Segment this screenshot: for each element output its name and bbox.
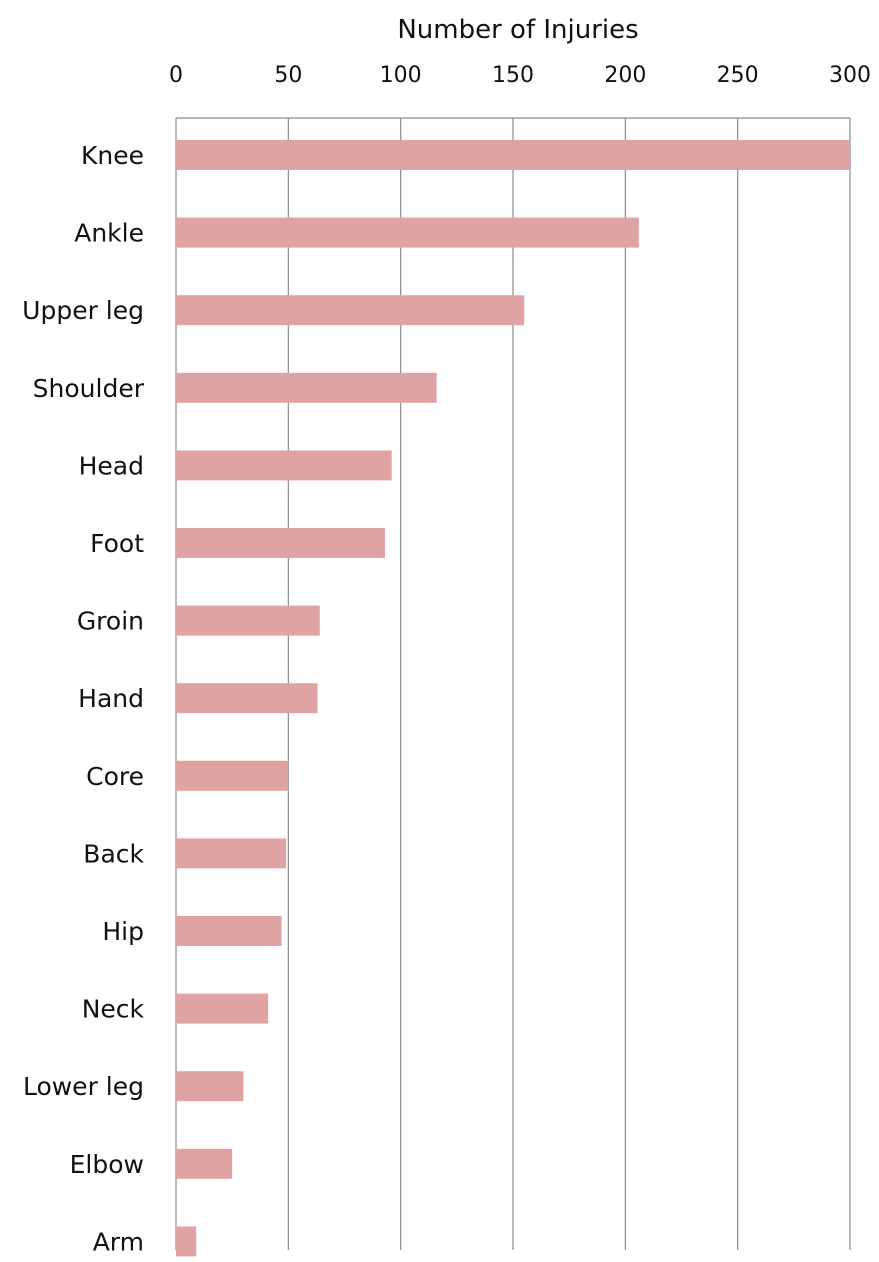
bar-groin <box>176 605 320 636</box>
category-label-back: Back <box>83 839 144 868</box>
x-tick-label-50: 50 <box>274 63 302 88</box>
category-label-lower-leg: Lower leg <box>23 1072 144 1101</box>
x-tick-label-0: 0 <box>169 63 183 88</box>
category-label-groin: Groin <box>77 607 144 636</box>
category-label-ankle: Ankle <box>74 219 144 248</box>
bar-elbow <box>176 1148 233 1179</box>
category-label-upper-leg: Upper leg <box>22 296 144 325</box>
category-label-core: Core <box>86 762 144 791</box>
bar-back <box>176 838 287 869</box>
category-label-knee: Knee <box>81 141 144 170</box>
bars <box>176 140 850 1257</box>
category-label-neck: Neck <box>82 995 145 1024</box>
x-axis-title: Number of Injuries <box>397 15 638 45</box>
category-label-hip: Hip <box>102 917 144 946</box>
bar-hip <box>176 916 282 946</box>
category-label-foot: Foot <box>90 529 144 558</box>
category-label-arm: Arm <box>93 1227 144 1256</box>
bar-knee <box>176 140 850 170</box>
bar-core <box>176 760 289 791</box>
bar-foot <box>176 528 385 558</box>
bar-upper-leg <box>176 295 525 326</box>
category-label-head: Head <box>79 451 144 480</box>
bar-ankle <box>176 217 639 248</box>
category-label-shoulder: Shoulder <box>33 374 145 403</box>
bar-hand <box>176 683 318 714</box>
x-tick-label-200: 200 <box>604 63 646 88</box>
bar-lower-leg <box>176 1071 244 1102</box>
bar-shoulder <box>176 372 437 403</box>
x-tick-label-150: 150 <box>492 63 534 88</box>
category-label-hand: Hand <box>78 684 144 713</box>
category-label-elbow: Elbow <box>70 1150 144 1179</box>
category-labels: Knee Ankle Upper leg Shoulder Head Foot Groin H… <box>22 141 145 1256</box>
bar-arm <box>176 1226 197 1257</box>
bar-head <box>176 450 392 481</box>
x-tick-label-300: 300 <box>829 63 871 88</box>
bar-neck <box>176 993 269 1024</box>
x-tick-label-100: 100 <box>380 63 422 88</box>
x-tick-labels: 0 50 100 150 200 250 300 <box>169 63 871 88</box>
x-tick-label-250: 250 <box>717 63 759 88</box>
